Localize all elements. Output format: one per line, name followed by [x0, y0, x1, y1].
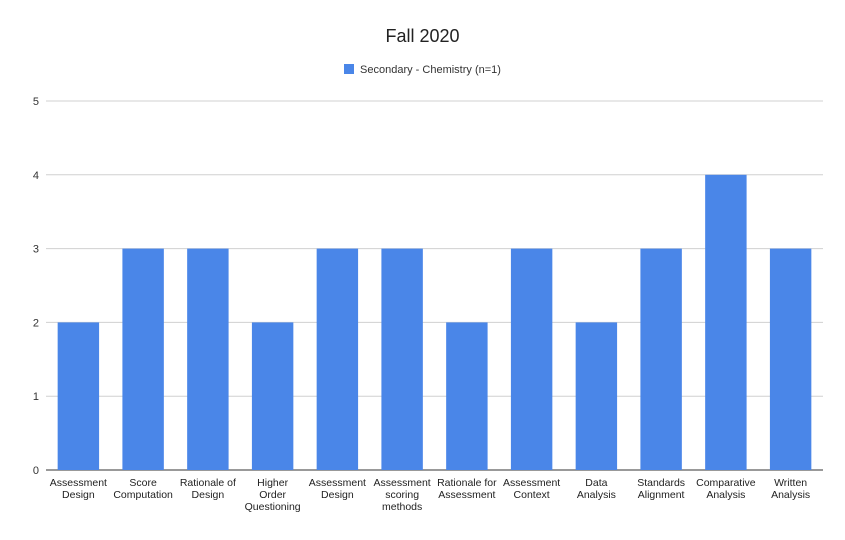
legend-swatch — [344, 64, 355, 74]
bar — [381, 248, 423, 470]
y-tick-label: 3 — [33, 244, 39, 256]
y-tick-label: 5 — [33, 96, 39, 108]
x-tick-label: Comparative Analysis — [696, 477, 756, 501]
bar — [446, 322, 488, 470]
y-tick-label: 2 — [33, 317, 39, 329]
bar — [122, 248, 164, 470]
bar — [640, 248, 682, 470]
x-tick-label: Assessment Design — [309, 477, 366, 501]
x-tick-label: Assessment Context — [503, 477, 560, 501]
bar — [510, 248, 553, 470]
x-tick-label: Assessment scoring methods — [374, 477, 431, 513]
legend: Secondary - Chemistry (n=1) — [0, 64, 845, 76]
x-tick-label: Assessment Design — [50, 477, 107, 501]
y-tick-label: 4 — [33, 170, 39, 182]
bar — [705, 174, 747, 471]
chart-title: Fall 2020 — [385, 26, 460, 46]
y-tick-label: 0 — [33, 465, 39, 477]
x-tick-label: Rationale for Assessment — [437, 477, 497, 501]
x-tick-label: Written Analysis — [771, 477, 810, 501]
x-tick-label: Rationale of Design — [180, 477, 236, 501]
legend-label: Secondary - Chemistry (n=1) — [360, 64, 501, 76]
bar — [769, 248, 812, 470]
bar — [251, 322, 294, 470]
bar — [187, 248, 229, 470]
x-tick-label: Data Analysis — [577, 477, 616, 501]
x-tick-label: Standards Alignment — [637, 477, 685, 501]
bar — [316, 248, 359, 470]
bar — [575, 322, 618, 470]
x-tick-label: Higher Order Questioning — [245, 477, 301, 513]
x-tick-label: Score Computation — [113, 477, 173, 501]
y-tick-label: 1 — [33, 391, 39, 403]
bar — [57, 322, 100, 470]
